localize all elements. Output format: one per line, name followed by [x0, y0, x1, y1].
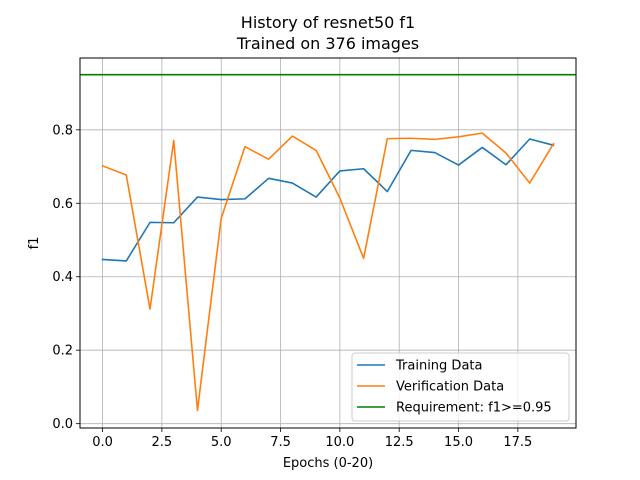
x-tick-label: 7.5 [270, 435, 291, 450]
y-tick-label: 0.8 [52, 123, 73, 138]
legend-label: Verification Data [396, 380, 504, 395]
x-tick-label: 15.0 [444, 435, 473, 450]
y-axis-label: f1 [27, 237, 42, 250]
legend-label: Requirement: f1>=0.95 [396, 401, 552, 416]
x-tick-label: 0.0 [92, 435, 113, 450]
legend-box [351, 352, 570, 422]
chart-subtitle: Trained on 376 images [236, 34, 419, 53]
x-tick-label: 12.5 [385, 435, 414, 450]
x-axis-label: Epochs (0-20) [283, 456, 373, 471]
x-tick-label: 17.5 [503, 435, 532, 450]
legend: Training Data Verification Data Requiremen… [351, 352, 570, 422]
y-tick-label: 0.0 [52, 417, 73, 432]
chart-title: History of resnet50 f1 [241, 13, 415, 32]
y-tick-label: 0.2 [52, 344, 73, 359]
plot-frame [79, 57, 577, 429]
x-tick-label: 5.0 [211, 435, 232, 450]
legend-label: Training Data [395, 359, 482, 374]
y-tick-label: 0.4 [52, 270, 73, 285]
training-data-line [101, 138, 555, 262]
y-tick-label: 0.6 [52, 197, 73, 212]
x-tick-label: 2.5 [152, 435, 173, 450]
x-axis-ticks: 0.0 2.5 5.0 7.5 10.0 12.5 15.0 17.5 [92, 428, 532, 450]
verification-data-line [101, 132, 555, 412]
legend-entries: Training Data Verification Data Requiremen… [357, 359, 552, 416]
series-lines [101, 132, 555, 412]
y-axis-ticks: 0.0 0.2 0.4 0.6 0.8 [52, 123, 80, 432]
x-tick-label: 10.0 [325, 435, 354, 450]
